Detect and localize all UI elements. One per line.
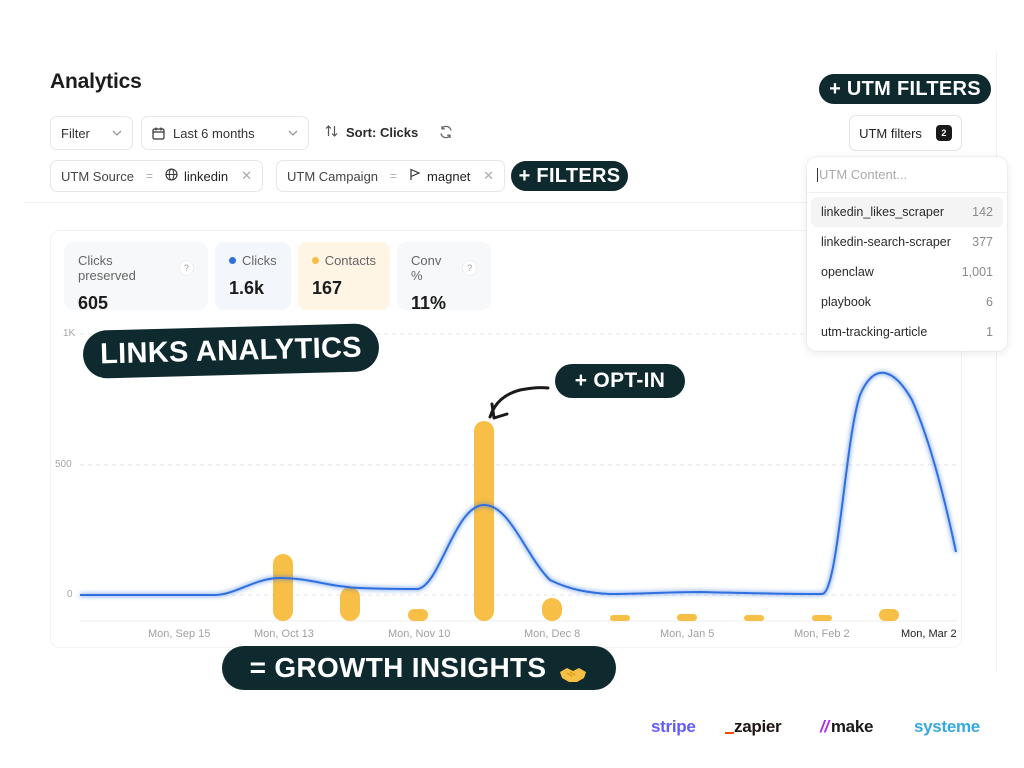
text-caret xyxy=(817,167,818,182)
help-icon[interactable]: ? xyxy=(178,260,194,276)
utm-content-dropdown: UTM Content... linkedin_likes_scraper 142… xyxy=(807,157,1007,351)
globe-icon xyxy=(165,168,178,184)
filter-value: magnet xyxy=(427,168,471,184)
utm-filters-label: UTM filters xyxy=(859,125,922,141)
y-tick-0: 0 xyxy=(67,589,73,600)
utm-content-option[interactable]: playbook 6 xyxy=(811,287,1003,317)
stat-clicks[interactable]: Clicks 1.6k xyxy=(215,242,291,310)
filter-dropdown[interactable]: Filter xyxy=(50,116,133,150)
make-mark-icon: // xyxy=(820,717,829,736)
refresh-button[interactable] xyxy=(437,123,455,141)
chevron-down-icon xyxy=(288,128,298,139)
filter-field: UTM Campaign xyxy=(287,168,379,184)
x-tick-current: Mon, Mar 2 xyxy=(901,628,957,640)
filter-operator: = xyxy=(390,169,398,183)
annotation-utm-filters: + UTM FILTERS xyxy=(819,74,991,104)
utm-filters-count-badge: 2 xyxy=(935,125,952,141)
option-count: 6 xyxy=(986,295,993,309)
zapier-logo: zapier xyxy=(725,717,782,737)
annotation-filters: + FILTERS xyxy=(511,161,628,191)
stat-label: Clicks preserved xyxy=(78,253,136,283)
header-divider xyxy=(24,202,996,203)
stat-label: Conv % xyxy=(411,253,442,283)
option-label: linkedin_likes_scraper xyxy=(821,205,944,219)
utm-content-option[interactable]: utm-tracking-article 1 xyxy=(811,317,1003,347)
search-placeholder: UTM Content... xyxy=(819,167,908,182)
zapier-mark-icon xyxy=(725,731,734,734)
utm-content-option[interactable]: openclaw 1,001 xyxy=(811,257,1003,287)
date-range-dropdown[interactable]: Last 6 months xyxy=(141,116,309,150)
make-logo: //make xyxy=(820,717,873,737)
filter-field: UTM Source xyxy=(61,168,134,184)
x-tick: Mon, Jan 5 xyxy=(660,628,715,640)
handshake-icon xyxy=(558,659,588,682)
logo-text: make xyxy=(830,717,874,736)
curved-arrow-icon xyxy=(488,386,550,419)
stripe-logo: stripe xyxy=(651,717,696,736)
chevron-down-icon xyxy=(112,128,122,139)
option-count: 1 xyxy=(986,325,993,339)
option-label: linkedin-search-scraper xyxy=(821,235,951,249)
stat-label: Contacts xyxy=(324,253,376,268)
annotation-text: = GROWTH INSIGHTS xyxy=(249,652,547,683)
stat-value: 605 xyxy=(78,293,109,313)
x-tick: Mon, Feb 2 xyxy=(794,628,850,640)
stat-contacts[interactable]: Contacts 167 xyxy=(298,242,390,310)
stat-value: 1.6k xyxy=(229,278,265,298)
x-tick: Mon, Nov 10 xyxy=(388,628,451,640)
clicks-legend-dot-icon xyxy=(229,257,236,264)
stat-clicks-preserved[interactable]: Clicks preserved? 605 xyxy=(64,242,208,313)
x-tick: Mon, Dec 8 xyxy=(524,628,581,640)
filter-label: Filter xyxy=(61,125,90,141)
stat-value: 167 xyxy=(312,278,343,298)
date-range-label: Last 6 months xyxy=(173,125,255,141)
y-tick-1k: 1K xyxy=(63,328,76,339)
sort-arrows-icon xyxy=(325,125,338,140)
calendar-icon xyxy=(152,127,165,140)
stat-label: Clicks xyxy=(242,253,277,268)
filter-chip-utm-campaign[interactable]: UTM Campaign = magnet ✕ xyxy=(276,160,505,192)
filter-operator: = xyxy=(145,169,153,183)
annotation-opt-in: + OPT-IN xyxy=(555,364,685,398)
option-count: 377 xyxy=(972,235,993,249)
utm-content-list: linkedin_likes_scraper 142 linkedin-searc… xyxy=(807,193,1007,351)
x-tick: Mon, Oct 13 xyxy=(254,628,314,640)
refresh-icon xyxy=(440,125,452,139)
filter-value: linkedin xyxy=(183,168,229,184)
help-icon[interactable]: ? xyxy=(462,260,477,276)
panel-edge xyxy=(996,52,997,672)
utm-content-option[interactable]: linkedin-search-scraper 377 xyxy=(811,227,1003,257)
x-tick: Mon, Sep 15 xyxy=(148,628,211,640)
sort-button[interactable]: Sort: Clicks xyxy=(325,125,418,140)
option-label: openclaw xyxy=(821,265,874,279)
utm-content-option[interactable]: linkedin_likes_scraper 142 xyxy=(811,197,1003,227)
systeme-logo: systeme xyxy=(914,717,980,736)
option-label: playbook xyxy=(821,295,872,309)
logo-text: zapier xyxy=(734,717,782,736)
filter-chip-utm-source[interactable]: UTM Source = linkedin ✕ xyxy=(50,160,263,192)
utm-filters-button[interactable]: UTM filters 2 xyxy=(849,115,962,151)
sort-label: Sort: Clicks xyxy=(346,125,419,140)
remove-filter-icon[interactable]: ✕ xyxy=(241,168,252,183)
annotation-growth-insights: = GROWTH INSIGHTS xyxy=(222,646,616,690)
contacts-legend-dot-icon xyxy=(312,257,319,264)
flag-icon xyxy=(409,168,421,184)
y-tick-500: 500 xyxy=(55,459,72,470)
annotation-links-analytics: LINKS ANALYTICS xyxy=(82,323,380,379)
stat-conversion[interactable]: Conv %? 11% xyxy=(397,242,491,313)
page-title: Analytics xyxy=(50,70,142,93)
option-label: utm-tracking-article xyxy=(821,325,928,339)
stat-value: 11% xyxy=(411,293,447,313)
remove-filter-icon[interactable]: ✕ xyxy=(483,168,494,183)
option-count: 1,001 xyxy=(961,265,993,279)
utm-content-search-input[interactable]: UTM Content... xyxy=(807,157,1007,193)
clicks-line xyxy=(80,372,957,596)
contacts-bars xyxy=(273,421,899,621)
option-count: 142 xyxy=(972,205,993,219)
